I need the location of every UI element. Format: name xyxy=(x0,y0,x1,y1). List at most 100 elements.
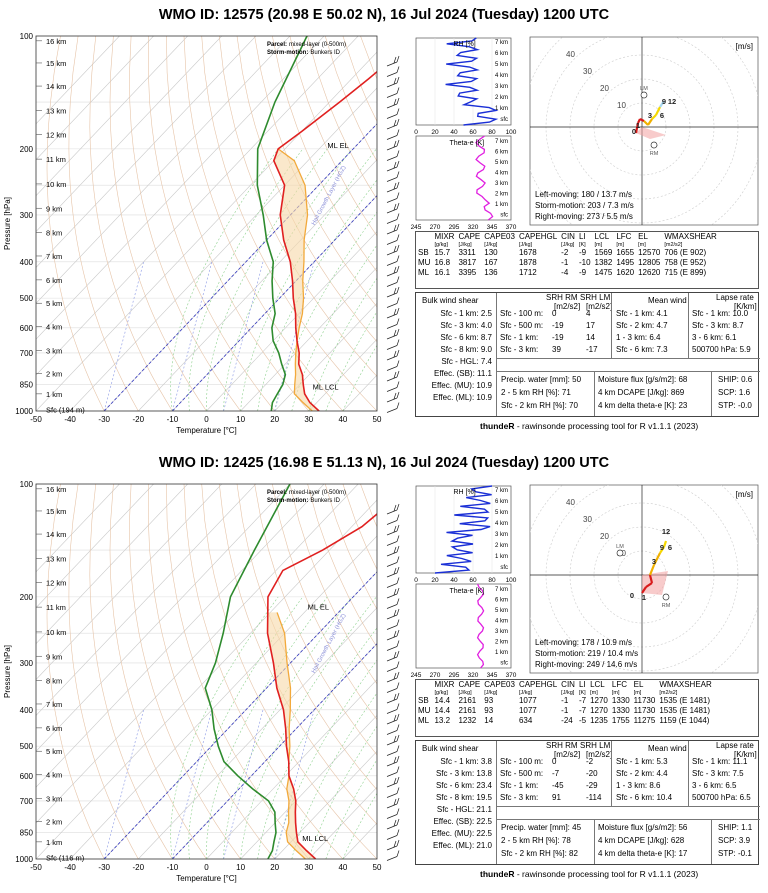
isotherm-line xyxy=(36,36,222,232)
moist-adiabat xyxy=(325,759,377,859)
pressure-tick-label: 400 xyxy=(20,258,34,267)
wind-barb-flag xyxy=(396,307,400,315)
wind-barb xyxy=(386,845,398,851)
wind-barb-flag xyxy=(393,392,397,400)
wind-barb-flag xyxy=(396,535,400,542)
params-cell: 1569 xyxy=(594,248,613,257)
mixing-ratio-line xyxy=(172,261,213,411)
srh-lm-value: 14 xyxy=(586,333,595,342)
wind-barb-flag xyxy=(396,661,400,668)
wind-barb-flag xyxy=(396,286,400,294)
hodo-ring-label: 40 xyxy=(566,498,575,507)
rh-level-label: 7 km xyxy=(495,488,508,494)
delta-theta-e: 4 km delta theta-e [K]: 23 xyxy=(598,401,688,410)
pressure-tick-label: 1000 xyxy=(15,407,33,416)
divider xyxy=(594,371,595,416)
hodo-segment xyxy=(645,582,653,588)
dry-adiabat xyxy=(254,484,377,756)
params-cell: 1077 xyxy=(518,696,537,705)
params-table: MIXR CAPE CAPE03 CAPEHGL CIN LI LCL LFC EL WMAXSH… xyxy=(415,679,759,737)
wind-barb-flag xyxy=(396,150,400,157)
bulk-header: Bulk wind shear xyxy=(422,296,479,305)
wind-barb-flag xyxy=(396,839,400,847)
params-cell: 16.1 xyxy=(434,268,451,277)
wind-barb-flag xyxy=(396,524,400,532)
wind-barb xyxy=(386,814,398,819)
params-cell: -1 xyxy=(561,706,569,715)
moisture-flux: Moisture flux [g/s/m2]: 56 xyxy=(598,823,688,832)
height-tick-label: 11 km xyxy=(46,603,66,612)
params-header-row: MIXR CAPE CAPE03 CAPEHGL CIN LI LCL LFC EL WMAXSH… xyxy=(416,680,714,690)
surface-label: Sfc (194 m) xyxy=(46,405,85,414)
wind-barb-flag xyxy=(396,503,400,511)
wind-barb xyxy=(386,313,398,319)
mixing-ratio-line xyxy=(103,709,145,859)
rh-tick-label: 0 xyxy=(414,577,418,584)
srh-label: Sfc - 500 m: xyxy=(500,769,544,778)
params-cell: 15.7 xyxy=(434,248,451,257)
srh-label: Sfc - 3 km: xyxy=(500,345,539,354)
srh-unit: [m2/s2] xyxy=(586,750,613,759)
srh-rm-value: 0 xyxy=(552,309,557,318)
params-cell: -1 xyxy=(561,258,569,267)
hodo-height-label: 0 xyxy=(630,591,634,600)
srh-rm-value: 91 xyxy=(552,793,561,802)
wind-barb xyxy=(386,646,398,651)
bulk-shear-value: Sfc - HGL: 21.1 xyxy=(436,805,492,814)
params-cell: 1235 xyxy=(590,716,608,725)
params-grid: MIXR CAPE CAPE03 CAPEHGL CIN LI LCL LFC EL WMAXSH… xyxy=(416,680,714,726)
wind-barb-flag xyxy=(393,504,397,512)
params-cell: 14.4 xyxy=(434,696,451,705)
params-header: WMAXSHEAR xyxy=(659,680,712,689)
parcel-legend-value: mixed-layer (0-500m) xyxy=(289,490,346,496)
height-tick-label: 13 km xyxy=(46,554,66,563)
skewt-frame xyxy=(35,35,378,412)
params-cell: 634 xyxy=(518,716,533,725)
wind-barb-flag xyxy=(396,692,400,700)
params-cell: 1077 xyxy=(518,706,537,715)
mean-wind-value: Sfc - 6 km: 7.3 xyxy=(616,345,668,354)
params-cell: 93 xyxy=(484,696,494,705)
wind-barb xyxy=(386,292,398,298)
wind-barb xyxy=(386,103,398,109)
wind-barb-flag xyxy=(396,139,400,147)
wind-barb-flag xyxy=(396,391,400,399)
wind-barb-flag xyxy=(393,756,397,764)
divider xyxy=(594,819,595,864)
wind-barb-flag xyxy=(393,56,397,64)
rh-2-5km: 2 - 5 km RH [%]: 78 xyxy=(501,836,571,845)
wind-barb-flag xyxy=(396,577,400,584)
wind-barb-flag xyxy=(393,308,397,316)
params-unit: [g/kg] xyxy=(434,690,448,696)
hodo-ring-label: 30 xyxy=(583,515,592,524)
pressure-tick-label: 500 xyxy=(20,294,34,303)
srh-label: Sfc - 500 m: xyxy=(500,321,544,330)
wind-barb-flag xyxy=(393,798,397,806)
divider xyxy=(711,371,712,416)
params-table: MIXR CAPE CAPE03 CAPEHGL CIN LI LCL LFC EL WMAXSH… xyxy=(415,231,759,289)
dry-adiabat xyxy=(289,484,377,685)
wind-barb-flag xyxy=(396,255,400,262)
params-unit: [m] xyxy=(611,690,620,696)
temperature-tick-label: 10 xyxy=(236,863,245,872)
hgz-isotherm xyxy=(103,571,377,859)
moist-adiabat xyxy=(206,148,328,411)
wind-barb xyxy=(386,824,398,830)
params-header: CAPE xyxy=(458,232,481,241)
dry-adiabat xyxy=(129,36,241,411)
ship-index: SHIP: 1.1 xyxy=(718,823,753,832)
temperature-tick-label: 40 xyxy=(338,863,347,872)
wind-barb xyxy=(386,688,398,693)
wind-barb xyxy=(386,408,398,413)
params-row: SB 14.4 2161 93 1077 -1 -7 1270 1330 11730 1535 (E… xyxy=(416,696,714,706)
wind-barb-flag xyxy=(396,787,400,794)
isotherm-line xyxy=(36,36,257,268)
hodo-segment xyxy=(648,564,656,576)
params-cell: 1270 xyxy=(590,706,608,715)
wind-barb-flag xyxy=(396,265,400,273)
hodo-motion-text: Right-moving: 273 / 5.5 m/s xyxy=(535,212,633,221)
hodo-motion-text: Storm-motion: 219 / 10.4 m/s xyxy=(535,649,638,658)
footer: thundeR - rawinsonde processing tool for… xyxy=(480,421,698,431)
wind-barb xyxy=(386,72,398,77)
bulk-shear-value: Sfc - 6 km: 23.4 xyxy=(435,781,492,790)
